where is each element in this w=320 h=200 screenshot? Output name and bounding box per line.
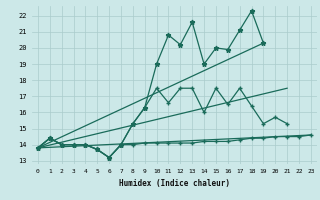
X-axis label: Humidex (Indice chaleur): Humidex (Indice chaleur)	[119, 179, 230, 188]
